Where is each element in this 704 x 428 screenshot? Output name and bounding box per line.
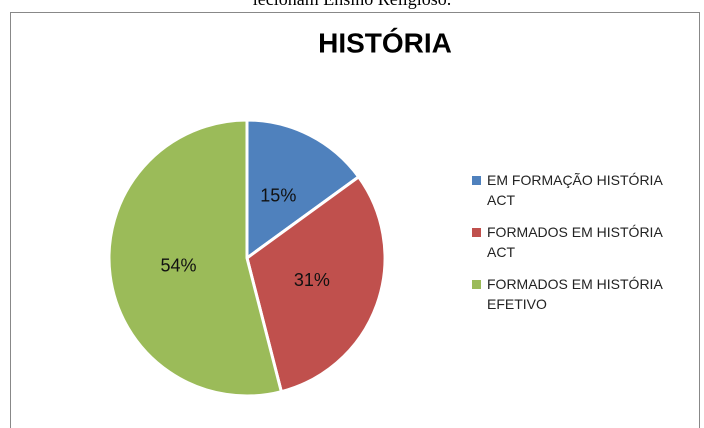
data-label: 54% <box>161 255 197 275</box>
legend-label: FORMADOS EM HISTÓRIA EFETIVO <box>487 276 663 312</box>
caption: lecionam Ensino Religioso. <box>0 0 704 10</box>
pie-slice <box>245 118 361 261</box>
legend-swatch <box>472 228 481 237</box>
data-label: 15% <box>260 185 296 205</box>
legend-item: FORMADOS EM HISTÓRIA ACT <box>472 222 682 262</box>
pie-slice <box>107 118 284 398</box>
pie-slice <box>245 174 387 394</box>
data-label: 31% <box>294 270 330 290</box>
chart-title: HISTÓRIA <box>318 27 452 58</box>
legend-swatch <box>472 280 481 289</box>
legend-label: EM FORMAÇÃO HISTÓRIA ACT <box>487 172 663 208</box>
legend-item: EM FORMAÇÃO HISTÓRIA ACT <box>472 170 682 210</box>
legend-item: FORMADOS EM HISTÓRIA EFETIVO <box>472 274 682 314</box>
legend-label: FORMADOS EM HISTÓRIA ACT <box>487 224 663 260</box>
legend-swatch <box>472 176 481 185</box>
legend: EM FORMAÇÃO HISTÓRIA ACT FORMADOS EM HIST… <box>472 170 682 326</box>
